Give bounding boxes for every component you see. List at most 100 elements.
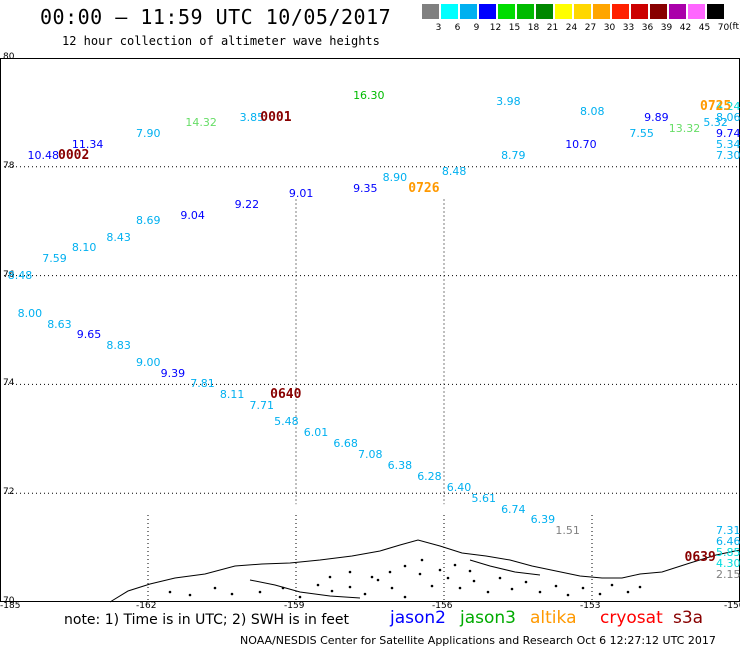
wave-height-value: 9.74	[716, 127, 740, 141]
legend-label: 39	[660, 23, 673, 33]
lake-dot	[328, 575, 332, 579]
lake-dot	[458, 586, 462, 590]
coastline	[469, 559, 541, 576]
wave-height-value: 10.70	[565, 138, 597, 152]
lake-dot	[403, 595, 407, 599]
wave-height-value: 13.32	[668, 121, 701, 135]
footer-note: note: 1) Time is in UTC; 2) SWH is in fe…	[64, 612, 350, 628]
wave-height-value: 4.24	[716, 99, 740, 113]
legend-swatch	[574, 4, 591, 19]
pass-time-label: 0002	[58, 147, 90, 163]
longitude-label: -159	[284, 601, 305, 611]
legend-swatch	[612, 4, 629, 19]
wave-height-value: 6.40	[446, 480, 472, 494]
wave-height-value: 7.71	[249, 399, 274, 413]
wave-height-value: 8.11	[219, 388, 245, 402]
coastline	[249, 579, 361, 599]
legend-label: 24	[565, 23, 578, 33]
lake-dot	[566, 593, 570, 597]
longitude-label: -162	[136, 601, 157, 611]
wave-height-value: 7.30	[716, 148, 740, 162]
wave-height-value: 8.43	[106, 230, 131, 244]
wave-height-value: 8.79	[501, 148, 526, 162]
lake-dot	[281, 586, 285, 590]
longitude-label: -150	[724, 601, 740, 611]
wave-height-value: 8.06	[716, 110, 740, 124]
wave-height-value: 6.68	[333, 437, 358, 451]
map-title: 00:00 – 11:59 UTC 10/05/2017	[40, 5, 392, 29]
wave-height-value: 5.61	[471, 491, 496, 505]
wave-height-value: 9.04	[180, 208, 205, 222]
lake-dot	[554, 584, 558, 588]
wave-height-value: 6.74	[501, 502, 526, 516]
longitude-label: -156	[432, 601, 453, 611]
legend-label: 33	[622, 23, 635, 33]
wave-height-value: 8.48	[441, 165, 467, 179]
latitude-label: 78	[3, 160, 15, 171]
lake-dot	[598, 592, 602, 596]
wave-height-value: 5.48	[274, 415, 299, 429]
legend-label: 70	[717, 23, 730, 33]
lake-dot	[430, 584, 434, 588]
lake-dot	[388, 570, 392, 574]
lake-dot	[298, 595, 302, 599]
legend-swatch	[422, 4, 439, 19]
wave-height-value: 7.08	[358, 448, 383, 462]
latitude-label: 76	[3, 269, 15, 280]
lake-dot	[468, 569, 472, 573]
legend-label: 27	[584, 23, 597, 33]
legend-label: 36	[641, 23, 654, 33]
legend-swatch	[555, 4, 572, 19]
wave-height-value: 9.35	[353, 181, 378, 195]
wave-height-value: 14.32	[185, 116, 217, 130]
lake-dot	[376, 578, 380, 582]
wave-height-value: 9.22	[234, 197, 260, 211]
legend-swatch	[441, 4, 458, 19]
legend-swatch	[479, 4, 496, 19]
wave-height-value: 8.83	[106, 339, 131, 353]
legend-swatch	[536, 4, 553, 19]
lake-dot	[330, 589, 334, 593]
lake-dot	[348, 585, 352, 589]
legend-label: 12	[489, 23, 502, 33]
legend-swatch	[460, 4, 477, 19]
lake-dot	[258, 590, 262, 594]
lake-dot	[446, 576, 450, 580]
wave-height-value: 6.01	[303, 426, 329, 440]
wave-height-value: 6.46	[716, 535, 740, 549]
pass-time-label: 0639	[684, 550, 716, 566]
wave-height-value: 5.34	[716, 138, 740, 152]
wave-height-value: 2.15	[716, 567, 740, 581]
legend-label: 3	[435, 23, 442, 33]
longitude-label: -185	[0, 601, 21, 611]
wave-height-value: 16.30	[353, 89, 385, 103]
pass-time-label: 0725	[700, 98, 732, 114]
lake-dot	[498, 576, 502, 580]
lake-dot	[626, 590, 630, 594]
wave-height-value: 9.65	[76, 328, 102, 342]
lake-dot	[363, 592, 367, 596]
lake-dot	[403, 564, 407, 568]
lake-dot	[638, 585, 642, 589]
wave-height-value: 10.48	[27, 148, 59, 162]
wave-height-value: 3.85	[239, 110, 265, 124]
lake-dot	[348, 570, 352, 574]
wave-height-value: 6.38	[387, 459, 413, 472]
wave-height-value: 9.00	[136, 355, 161, 369]
lake-dot	[370, 575, 374, 579]
color-legend: 3 6 9 12 15 18 21 24 27 30 33 36 39 42 45 70	[422, 4, 729, 34]
wave-height-value: 7.81	[190, 377, 215, 391]
legend-label: 21	[546, 23, 559, 33]
lake-dot	[524, 580, 528, 584]
legend-swatch	[517, 4, 534, 19]
wave-height-value: 8.48	[7, 268, 33, 282]
lake-dot	[510, 587, 514, 591]
lake-dot	[316, 583, 320, 587]
lake-dot	[188, 593, 192, 597]
lake-dot	[610, 583, 614, 587]
latitude-label: 74	[3, 378, 15, 389]
wave-height-value: 8.08	[580, 105, 605, 119]
legend-unit: (ft)	[729, 22, 740, 32]
